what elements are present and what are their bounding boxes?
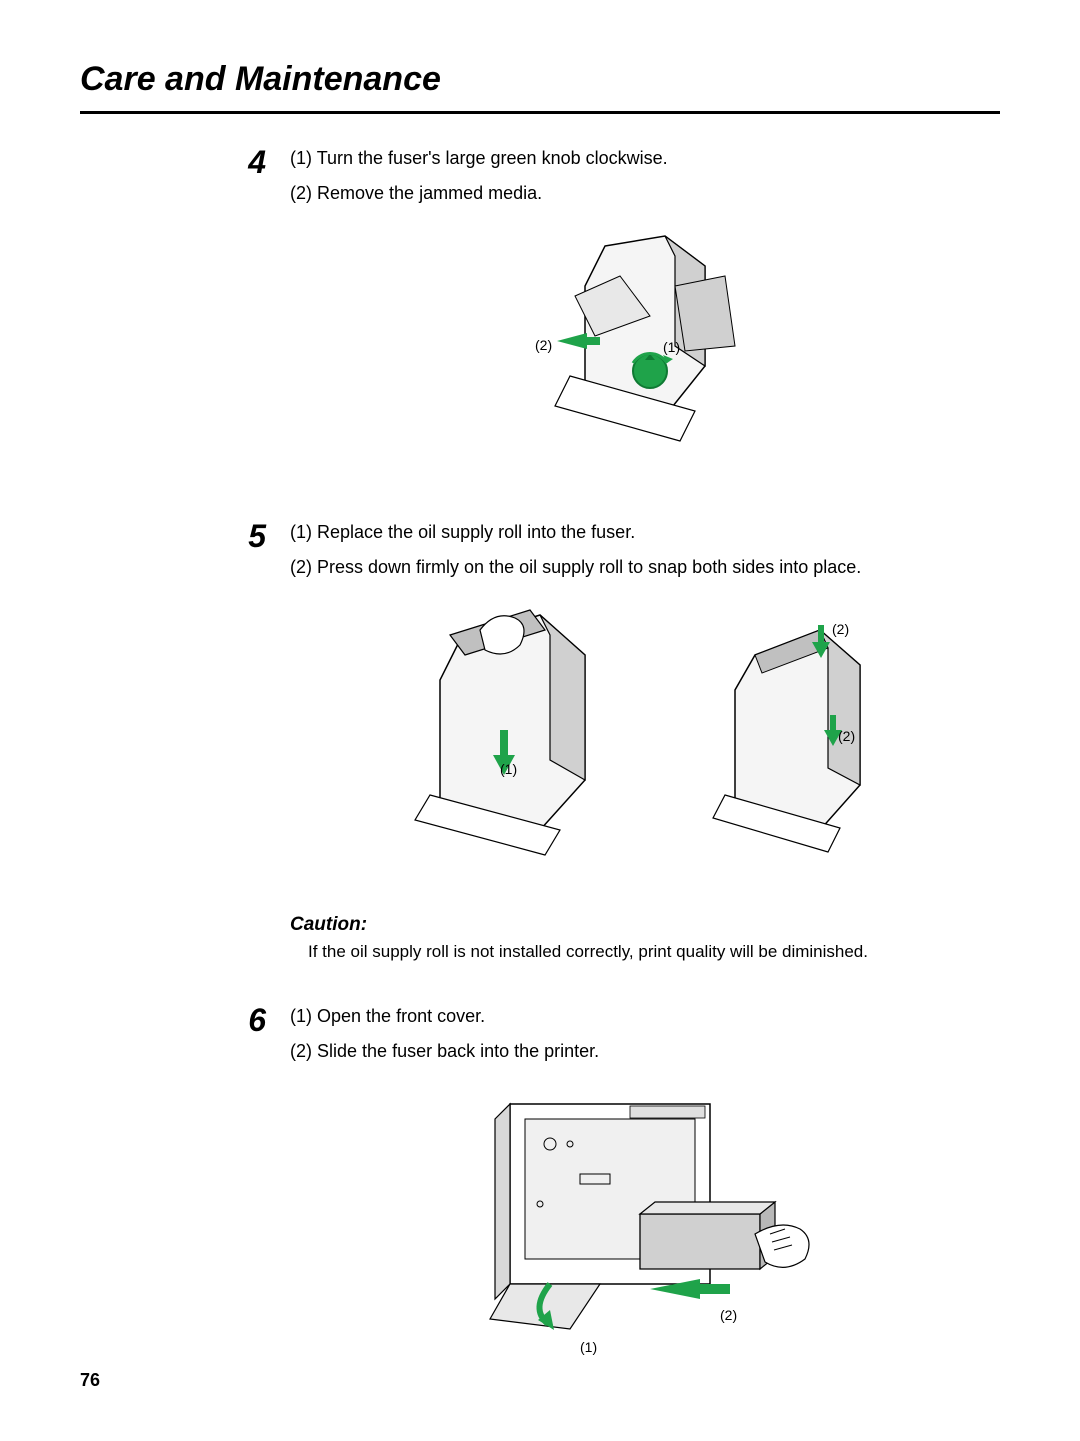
page-title: Care and Maintenance	[80, 60, 1000, 99]
figure-callout-2a: (2)	[832, 618, 849, 640]
substep-text: Turn the fuser's large green knob clockw…	[317, 148, 668, 168]
step-number-6: 6	[80, 1002, 290, 1386]
step-4-figure: (2) (1)	[290, 226, 1000, 465]
step-4-substep-1: (1) Turn the fuser's large green knob cl…	[290, 144, 1000, 173]
step-6-substep-2: (2) Slide the fuser back into the printe…	[290, 1037, 1000, 1066]
substep-text: Open the front cover.	[317, 1006, 485, 1026]
figure-callout-1: (1)	[500, 758, 517, 780]
step-5: 5 (1) Replace the oil supply roll into t…	[80, 518, 1000, 884]
substep-marker: (1)	[290, 522, 312, 542]
substep-text: Press down firmly on the oil supply roll…	[317, 557, 861, 577]
step-5-substep-2: (2) Press down firmly on the oil supply …	[290, 553, 1000, 582]
substep-text: Remove the jammed media.	[317, 183, 542, 203]
figure-callout-1: (1)	[663, 336, 680, 358]
step-number-4: 4	[80, 144, 290, 488]
figure-callout-2b: (2)	[838, 725, 855, 747]
step-5-figure: (1) (2) (2)	[290, 600, 1000, 860]
caution-block: Caution: If the oil supply roll is not i…	[290, 914, 1000, 962]
figure-callout-2: (2)	[720, 1304, 737, 1326]
oil-roll-insert-illustration	[400, 600, 620, 860]
figure-callout-1: (1)	[580, 1336, 597, 1358]
substep-text: Slide the fuser back into the printer.	[317, 1041, 599, 1061]
substep-marker: (1)	[290, 1006, 312, 1026]
figure-callout-2: (2)	[535, 334, 552, 356]
step-4-substep-2: (2) Remove the jammed media.	[290, 179, 1000, 208]
step-5-content: (1) Replace the oil supply roll into the…	[290, 518, 1000, 884]
substep-text: Replace the oil supply roll into the fus…	[317, 522, 635, 542]
step-5-substep-1: (1) Replace the oil supply roll into the…	[290, 518, 1000, 547]
caution-text: If the oil supply roll is not installed …	[290, 942, 1000, 962]
caution-title: Caution:	[290, 914, 1000, 936]
step-4: 4 (1) Turn the fuser's large green knob …	[80, 144, 1000, 488]
substep-marker: (2)	[290, 557, 312, 577]
substep-marker: (2)	[290, 183, 312, 203]
oil-roll-snap-illustration	[710, 600, 890, 860]
printer-fuser-slide-illustration	[450, 1084, 840, 1354]
substep-marker: (1)	[290, 148, 312, 168]
step-6-figure: (1) (2)	[290, 1084, 1000, 1363]
title-rule	[80, 111, 1000, 114]
fuser-knob-illustration	[515, 226, 775, 456]
step-6-content: (1) Open the front cover. (2) Slide the …	[290, 1002, 1000, 1386]
step-6-substep-1: (1) Open the front cover.	[290, 1002, 1000, 1031]
step-number-5: 5	[80, 518, 290, 884]
step-6: 6 (1) Open the front cover. (2) Slide th…	[80, 1002, 1000, 1386]
page-number: 76	[80, 1370, 100, 1391]
step-4-content: (1) Turn the fuser's large green knob cl…	[290, 144, 1000, 488]
substep-marker: (2)	[290, 1041, 312, 1061]
